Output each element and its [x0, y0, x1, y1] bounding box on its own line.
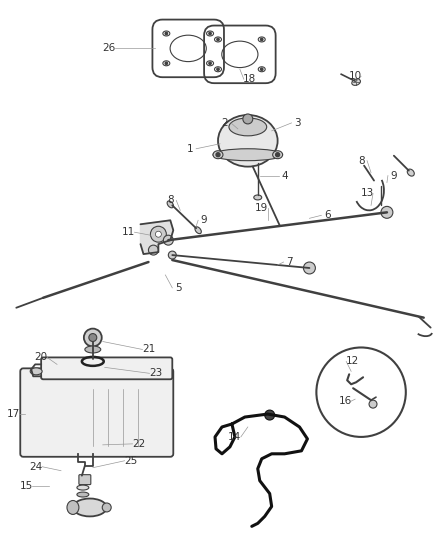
Ellipse shape — [254, 195, 262, 200]
Circle shape — [381, 206, 393, 219]
Circle shape — [265, 410, 275, 420]
Text: 1: 1 — [187, 144, 194, 154]
Circle shape — [165, 33, 167, 35]
Text: 26: 26 — [102, 43, 115, 53]
Text: 24: 24 — [29, 462, 43, 472]
Polygon shape — [141, 220, 173, 254]
Ellipse shape — [213, 149, 283, 160]
Circle shape — [261, 68, 263, 70]
Text: 4: 4 — [281, 171, 288, 181]
Ellipse shape — [273, 151, 283, 159]
Text: 11: 11 — [122, 227, 135, 237]
Circle shape — [276, 153, 279, 157]
Text: 12: 12 — [346, 357, 359, 366]
Circle shape — [155, 231, 161, 237]
Ellipse shape — [258, 37, 265, 42]
Text: 17: 17 — [7, 409, 20, 419]
Circle shape — [84, 329, 102, 346]
Ellipse shape — [73, 498, 107, 516]
Circle shape — [150, 226, 166, 242]
Circle shape — [243, 114, 253, 124]
Text: 15: 15 — [20, 481, 33, 490]
FancyBboxPatch shape — [79, 475, 91, 484]
FancyBboxPatch shape — [20, 368, 173, 457]
Ellipse shape — [30, 368, 42, 375]
Text: 7: 7 — [286, 257, 293, 267]
Ellipse shape — [67, 500, 79, 514]
Circle shape — [217, 68, 219, 70]
Text: 18: 18 — [243, 74, 256, 84]
Ellipse shape — [207, 61, 214, 66]
Circle shape — [163, 235, 173, 245]
Ellipse shape — [218, 115, 278, 167]
Ellipse shape — [163, 31, 170, 36]
Ellipse shape — [215, 37, 222, 42]
Circle shape — [369, 400, 377, 408]
Circle shape — [217, 38, 219, 41]
Text: 13: 13 — [360, 189, 374, 198]
Text: 22: 22 — [132, 439, 145, 449]
Circle shape — [209, 62, 211, 64]
Ellipse shape — [258, 67, 265, 72]
Circle shape — [89, 334, 97, 342]
Text: 25: 25 — [124, 456, 137, 466]
Ellipse shape — [207, 31, 214, 36]
Text: 10: 10 — [349, 71, 362, 81]
Circle shape — [316, 348, 406, 437]
Text: 2: 2 — [222, 118, 228, 128]
Text: 16: 16 — [339, 396, 352, 406]
Text: 9: 9 — [201, 215, 208, 225]
Ellipse shape — [215, 67, 222, 72]
Text: 3: 3 — [294, 118, 301, 128]
Text: 19: 19 — [255, 204, 268, 213]
Text: 14: 14 — [228, 432, 241, 442]
Circle shape — [304, 262, 315, 274]
Text: 23: 23 — [149, 368, 162, 378]
Ellipse shape — [229, 118, 267, 136]
Text: 9: 9 — [391, 171, 397, 181]
Ellipse shape — [163, 61, 170, 66]
Ellipse shape — [77, 485, 89, 490]
Text: 20: 20 — [35, 352, 48, 362]
Ellipse shape — [352, 79, 360, 85]
Text: 8: 8 — [167, 196, 173, 205]
Circle shape — [168, 251, 176, 259]
Ellipse shape — [213, 151, 223, 159]
Text: 8: 8 — [358, 156, 364, 166]
Circle shape — [165, 62, 167, 64]
Ellipse shape — [77, 492, 89, 497]
Ellipse shape — [102, 503, 111, 512]
FancyBboxPatch shape — [41, 358, 172, 379]
Ellipse shape — [167, 201, 173, 208]
Ellipse shape — [195, 227, 201, 233]
Circle shape — [209, 33, 211, 35]
Circle shape — [148, 245, 159, 255]
Text: 21: 21 — [142, 344, 155, 354]
Text: 6: 6 — [324, 211, 331, 220]
Ellipse shape — [407, 169, 414, 176]
Text: 5: 5 — [175, 283, 182, 293]
Circle shape — [216, 153, 220, 157]
Circle shape — [261, 38, 263, 41]
Ellipse shape — [85, 346, 101, 353]
